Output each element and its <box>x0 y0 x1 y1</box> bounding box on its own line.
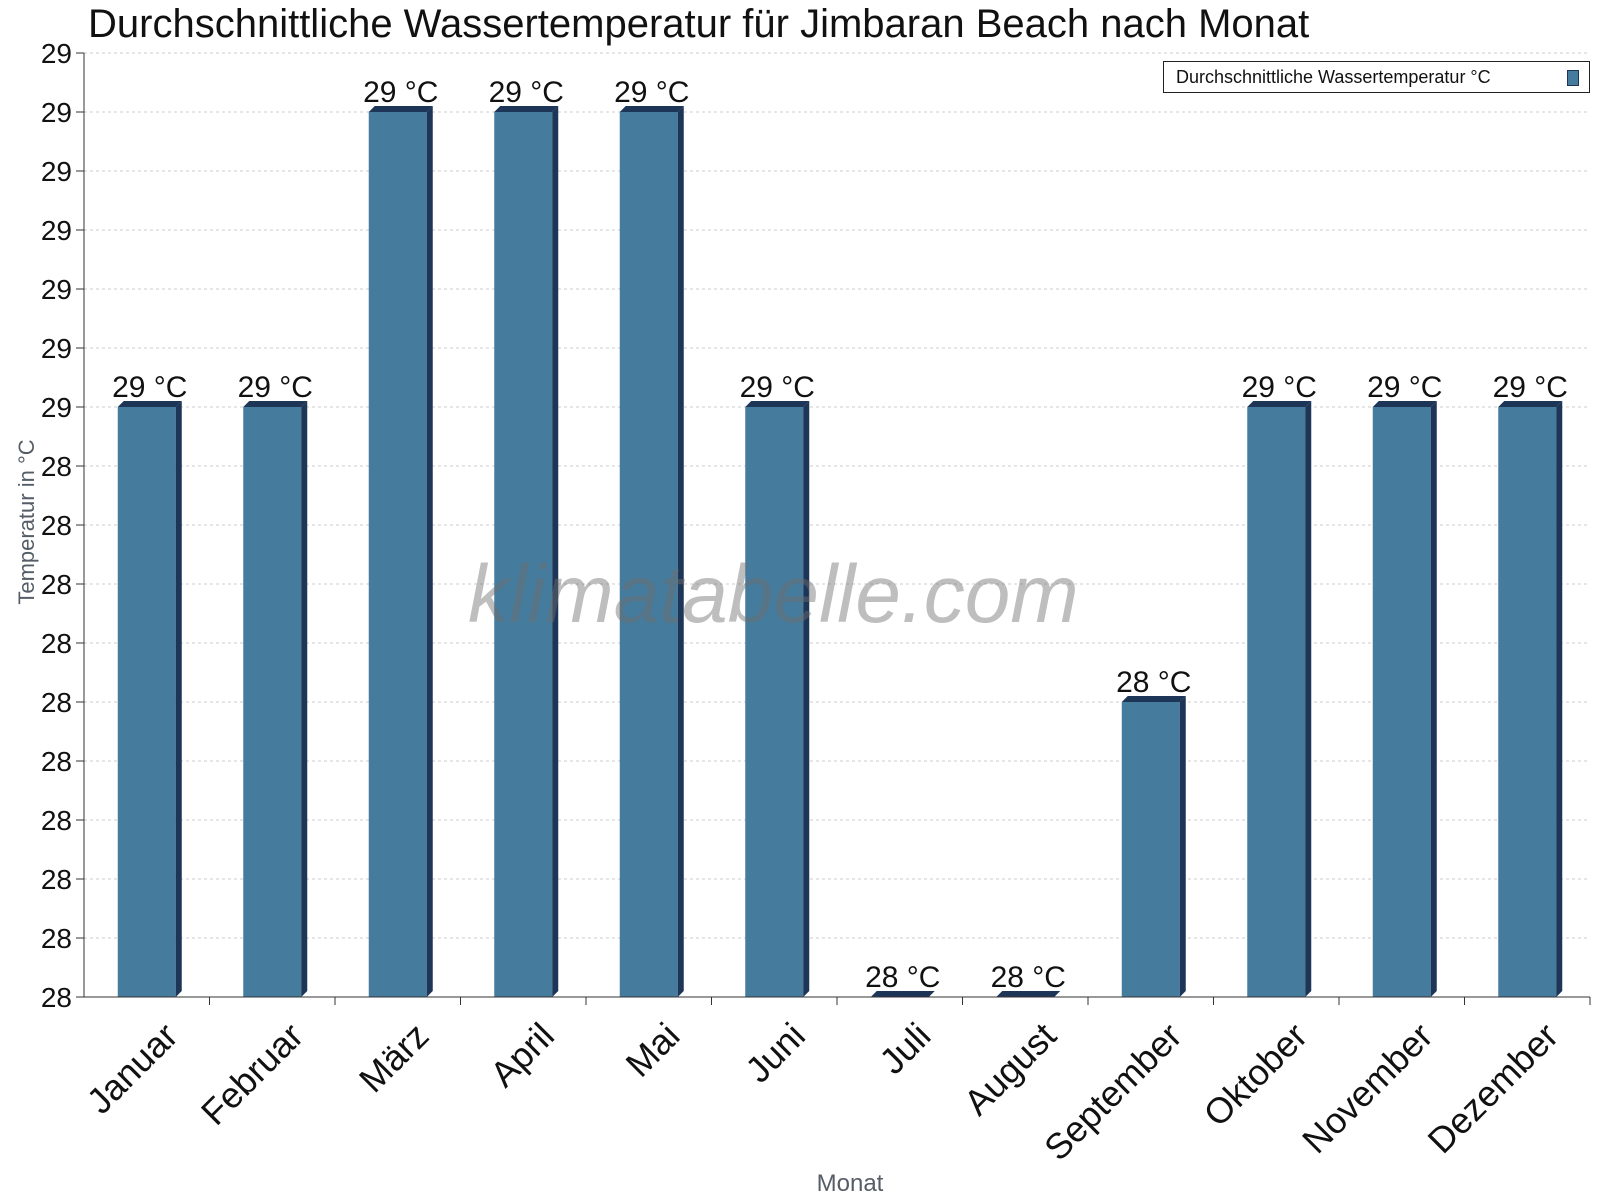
data-label: 29 °C <box>1493 371 1568 404</box>
watermark: klimatabelle.com <box>468 549 1079 640</box>
x-tick-label: August <box>956 1015 1064 1123</box>
bar-top <box>996 991 1061 997</box>
bar-side <box>1430 401 1437 997</box>
x-axis-ticks: Januar Februar März April Mai Juni Juli AugustS… <box>79 997 1591 1169</box>
y-tick-label: 29 <box>41 38 72 69</box>
x-tick-label: September <box>1036 1015 1190 1169</box>
y-tick-label: 29 <box>41 392 72 423</box>
bar-mai <box>619 106 684 997</box>
data-label: 28 °C <box>865 961 940 994</box>
bars <box>117 106 1563 997</box>
y-tick-label: 29 <box>41 215 72 246</box>
y-tick-label: 28 <box>41 687 72 718</box>
bar-front <box>494 112 553 997</box>
x-tick-label: November <box>1294 1015 1440 1161</box>
bar-top <box>494 106 559 112</box>
chart-title: Durchschnittliche Wassertemperatur für J… <box>88 2 1310 46</box>
bar-top <box>619 106 684 112</box>
data-label: 29 °C <box>363 76 438 109</box>
y-tick-label: 28 <box>41 982 72 1013</box>
bar-januar <box>117 401 182 997</box>
bar-front <box>619 112 678 997</box>
bar-top <box>870 991 935 997</box>
legend: Durchschnittliche Wassertemperatur °C <box>1163 61 1590 93</box>
bar-side <box>1179 696 1186 997</box>
y-tick-label: 29 <box>41 97 72 128</box>
data-label: 29 °C <box>1367 371 1442 404</box>
data-label: 28 °C <box>991 961 1066 994</box>
y-tick-label: 28 <box>41 451 72 482</box>
y-tick-label: 28 <box>41 746 72 777</box>
bar-top <box>1372 401 1437 407</box>
bar-front <box>1498 407 1557 997</box>
x-tick-label: Juni <box>737 1015 813 1091</box>
data-label: 29 °C <box>238 371 313 404</box>
data-label: 29 °C <box>614 76 689 109</box>
bar-front <box>243 407 302 997</box>
x-tick-label: Dezember <box>1420 1015 1566 1161</box>
y-tick-label: 28 <box>41 569 72 600</box>
bar-top <box>243 401 308 407</box>
bar-front <box>117 407 176 997</box>
y-tick-label: 28 <box>41 628 72 659</box>
bar-side <box>175 401 182 997</box>
bar-oktober <box>1247 401 1312 997</box>
bar-front <box>368 112 427 997</box>
bar-top <box>368 106 433 112</box>
legend-entry-label: Durchschnittliche Wassertemperatur °C <box>1176 66 1491 87</box>
data-labels: 29 °C 29 °C 29 °C 29 °C 29 °C 29 °C 28 °C 28 °C… <box>112 76 1568 994</box>
bar-side <box>1305 401 1312 997</box>
y-tick-label: 28 <box>41 510 72 541</box>
data-label: 29 °C <box>489 76 564 109</box>
bar-top <box>745 401 810 407</box>
bar-juni <box>745 401 810 997</box>
x-tick-label: Mai <box>617 1015 687 1085</box>
y-tick-label: 29 <box>41 333 72 364</box>
bar-side <box>301 401 308 997</box>
x-tick-label: Oktober <box>1195 1015 1315 1135</box>
bar-front <box>745 407 804 997</box>
bar-november <box>1372 401 1437 997</box>
legend-swatch <box>1567 70 1579 86</box>
x-tick-label: März <box>351 1015 437 1101</box>
bar-side <box>552 106 559 997</box>
bar-front <box>1247 407 1306 997</box>
bar-side <box>677 106 684 997</box>
y-tick-label: 29 <box>41 156 72 187</box>
y-axis-label: Temperatur in °C <box>14 439 39 605</box>
x-axis-label: Monat <box>816 1170 884 1197</box>
bar-front <box>1121 702 1180 997</box>
bar-februar <box>243 401 308 997</box>
y-axis-ticks: 28 28 28 28 28 28 28 28 28 28 29 29 29 29 29 29 29 <box>41 38 84 1013</box>
bar-top <box>1498 401 1563 407</box>
data-label: 28 °C <box>1116 666 1191 699</box>
bar-september <box>1121 696 1186 997</box>
data-label: 29 °C <box>1242 371 1317 404</box>
bar-front <box>1372 407 1431 997</box>
bar-side <box>803 401 810 997</box>
y-tick-label: 28 <box>41 805 72 836</box>
x-tick-label: April <box>482 1015 562 1095</box>
bar-side <box>1556 401 1563 997</box>
bar-juli <box>870 991 935 997</box>
bar-dezember <box>1498 401 1563 997</box>
x-tick-label: Juli <box>871 1015 938 1082</box>
bar-top <box>117 401 182 407</box>
data-label: 29 °C <box>740 371 815 404</box>
bar-side <box>426 106 433 997</box>
x-tick-label: Januar <box>79 1015 186 1122</box>
bar-april <box>494 106 559 997</box>
data-label: 29 °C <box>112 371 187 404</box>
y-tick-label: 28 <box>41 923 72 954</box>
bar-august <box>996 991 1061 997</box>
grid-lines <box>84 52 1590 939</box>
y-tick-label: 28 <box>41 864 72 895</box>
y-tick-label: 29 <box>41 274 72 305</box>
x-tick-label: Februar <box>193 1015 311 1133</box>
bar-top <box>1121 696 1186 702</box>
bar-märz <box>368 106 433 997</box>
bar-top <box>1247 401 1312 407</box>
